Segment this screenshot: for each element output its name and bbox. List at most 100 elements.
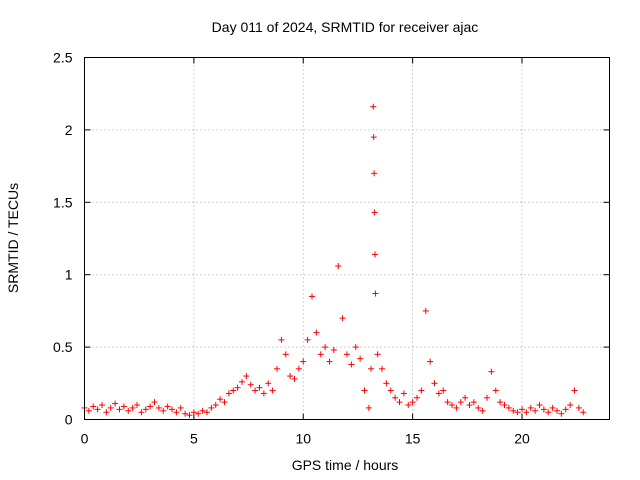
data-point [265, 380, 272, 387]
data-point [142, 406, 149, 413]
data-point [112, 400, 119, 407]
data-point [195, 410, 202, 417]
x-tick-label: 0 [81, 431, 89, 447]
data-point [567, 402, 574, 409]
data-point [466, 402, 473, 409]
data-point [335, 263, 342, 270]
data-point [444, 399, 451, 406]
data-point [344, 351, 350, 358]
x-tick-label: 15 [405, 431, 421, 447]
data-point [488, 368, 495, 375]
x-axis-title: GPS time / hours [292, 457, 399, 473]
data-point [514, 409, 521, 416]
data-point [374, 351, 381, 358]
y-tick-label: 0.5 [53, 339, 73, 355]
data-point [147, 403, 154, 410]
data-point [300, 358, 307, 365]
data-point [330, 346, 337, 353]
axis-ticks [84, 57, 610, 420]
data-point [304, 336, 311, 343]
x-tick-label: 20 [514, 431, 530, 447]
data-point [409, 399, 416, 406]
grid [84, 57, 610, 420]
data-point [85, 407, 92, 414]
data-point [475, 404, 482, 411]
data-point [125, 407, 132, 414]
data-point [405, 402, 412, 409]
data-point [291, 375, 298, 382]
data-point [134, 402, 140, 409]
data-point [182, 410, 189, 417]
data-point [129, 404, 136, 411]
data-point [383, 380, 390, 387]
data-point [370, 134, 377, 141]
plot-frame [84, 57, 610, 420]
data-point [252, 387, 259, 394]
data-point [492, 387, 499, 394]
data-point [260, 390, 267, 397]
data-point [523, 409, 530, 416]
data-point [120, 403, 127, 410]
data-point [554, 407, 560, 414]
data-point [536, 402, 543, 409]
data-point [221, 399, 228, 406]
y-tick-label: 1 [65, 267, 73, 283]
y-tick-label: 2 [65, 122, 73, 138]
data-point [278, 336, 285, 343]
data-point [177, 404, 184, 411]
data-point [371, 209, 378, 216]
data-point [462, 394, 469, 401]
x-tick-label: 10 [295, 431, 311, 447]
data-point [431, 380, 438, 387]
data-point [269, 387, 276, 394]
data-point [414, 394, 420, 401]
data-point [256, 384, 263, 391]
data-point [357, 355, 364, 362]
data-point [155, 404, 162, 411]
data-point [558, 410, 565, 417]
data-point [427, 358, 434, 365]
y-tick-label: 0 [65, 412, 73, 428]
data-point [575, 404, 582, 411]
data-point [217, 396, 224, 403]
data-point [562, 406, 569, 413]
data-point [387, 387, 394, 394]
data-point [510, 407, 517, 414]
data-point [372, 290, 379, 297]
data-point [138, 409, 145, 416]
data-point [396, 399, 403, 406]
data-point [479, 407, 486, 414]
data-point [532, 407, 539, 414]
data-point [368, 365, 375, 372]
data-point [371, 170, 378, 177]
data-point [103, 409, 110, 416]
data-point [169, 406, 175, 413]
data-point [151, 399, 158, 406]
data-point [392, 394, 399, 401]
data-point [470, 399, 477, 406]
data-point [212, 402, 219, 409]
data-point [317, 351, 324, 358]
data-point [160, 407, 167, 414]
data-point [287, 373, 294, 380]
data-point [361, 387, 368, 394]
data-point [505, 404, 512, 411]
data-point [457, 399, 464, 406]
data-point [527, 404, 534, 411]
y-axis-title: SRMTID / TECUs [5, 183, 21, 293]
data-point [204, 409, 210, 416]
data-point [230, 387, 237, 394]
data-point [199, 407, 206, 414]
data-point [497, 399, 504, 406]
data-point [94, 406, 101, 413]
data-point [225, 390, 232, 397]
data-point [422, 307, 429, 314]
data-point [186, 412, 193, 419]
data-point [348, 361, 355, 368]
chart-title: Day 011 of 2024, SRMTID for receiver aja… [212, 19, 479, 35]
data-point [545, 409, 552, 416]
data-point [274, 365, 280, 372]
data-point [418, 387, 425, 394]
data-point [164, 403, 171, 410]
